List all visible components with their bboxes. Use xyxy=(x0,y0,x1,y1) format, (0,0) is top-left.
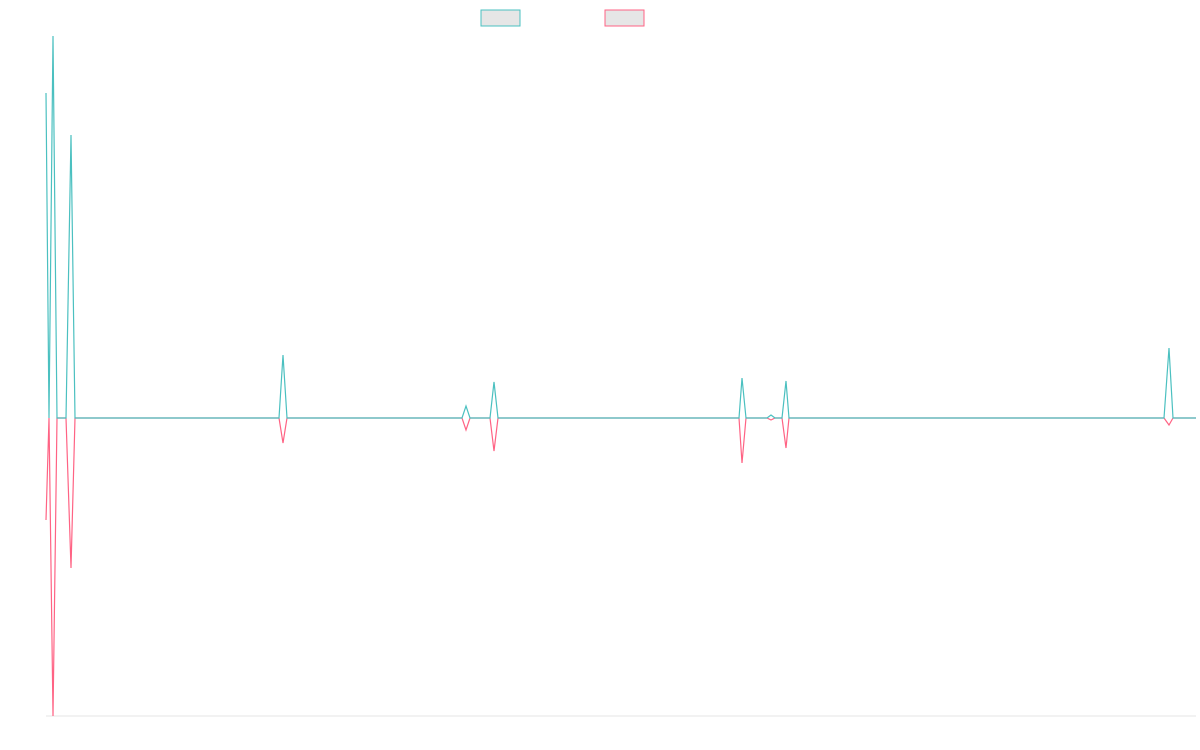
series-line-teal xyxy=(45,35,1196,419)
series-line-pink xyxy=(45,417,1196,717)
legend[interactable] xyxy=(480,9,645,27)
legend-swatch-teal[interactable] xyxy=(480,9,521,27)
legend-swatch-pink[interactable] xyxy=(604,9,645,27)
